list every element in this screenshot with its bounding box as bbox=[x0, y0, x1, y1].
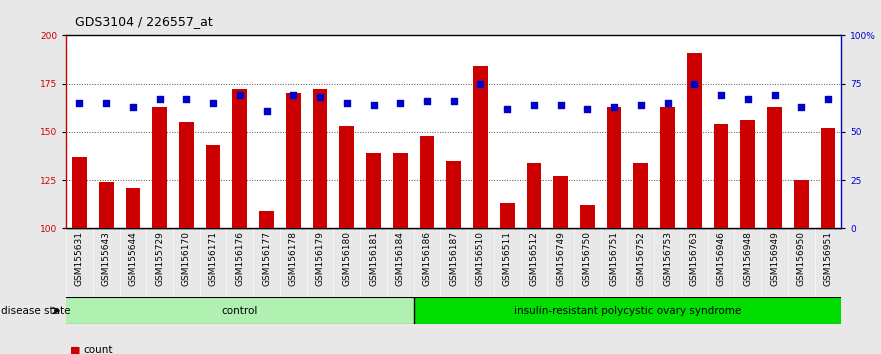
Bar bbox=[126, 188, 140, 228]
Bar bbox=[66, 297, 413, 324]
Text: GSM156763: GSM156763 bbox=[690, 231, 699, 286]
Point bbox=[607, 104, 621, 110]
Point bbox=[473, 81, 487, 86]
Bar bbox=[206, 145, 220, 228]
Point bbox=[366, 102, 381, 108]
Bar bbox=[527, 163, 541, 228]
Text: GSM156187: GSM156187 bbox=[449, 231, 458, 286]
Bar bbox=[767, 107, 781, 228]
Bar bbox=[313, 90, 328, 228]
Text: GSM156948: GSM156948 bbox=[744, 231, 752, 286]
Bar bbox=[633, 163, 648, 228]
Bar bbox=[233, 90, 248, 228]
Point bbox=[821, 96, 835, 102]
Point bbox=[420, 98, 434, 104]
Point bbox=[393, 100, 407, 106]
Text: GSM155643: GSM155643 bbox=[101, 231, 111, 286]
Bar bbox=[179, 122, 194, 228]
Bar bbox=[740, 120, 755, 228]
Text: control: control bbox=[222, 306, 258, 316]
Point bbox=[581, 106, 595, 112]
Bar bbox=[99, 182, 114, 228]
Text: GSM156180: GSM156180 bbox=[343, 231, 352, 286]
Text: GSM155729: GSM155729 bbox=[155, 231, 164, 286]
Bar bbox=[366, 153, 381, 228]
Text: GSM156750: GSM156750 bbox=[583, 231, 592, 286]
Text: GSM156511: GSM156511 bbox=[503, 231, 512, 286]
Text: ■: ■ bbox=[70, 346, 81, 354]
Text: GSM156178: GSM156178 bbox=[289, 231, 298, 286]
Point bbox=[72, 100, 86, 106]
Text: GSM156510: GSM156510 bbox=[476, 231, 485, 286]
Bar bbox=[660, 107, 675, 228]
Text: GSM156951: GSM156951 bbox=[824, 231, 833, 286]
Text: GSM156512: GSM156512 bbox=[529, 231, 538, 286]
Point bbox=[313, 94, 327, 100]
Bar bbox=[413, 297, 841, 324]
Text: GSM156184: GSM156184 bbox=[396, 231, 404, 286]
Bar bbox=[714, 124, 729, 228]
Text: GSM156949: GSM156949 bbox=[770, 231, 779, 286]
Point bbox=[180, 96, 194, 102]
Point bbox=[661, 100, 675, 106]
Text: GSM155631: GSM155631 bbox=[75, 231, 84, 286]
Point bbox=[714, 92, 728, 98]
Text: count: count bbox=[84, 346, 113, 354]
Bar bbox=[447, 161, 461, 228]
Text: GSM156170: GSM156170 bbox=[181, 231, 191, 286]
Bar bbox=[553, 176, 568, 228]
Point bbox=[741, 96, 755, 102]
Point bbox=[206, 100, 220, 106]
Text: GSM156186: GSM156186 bbox=[423, 231, 432, 286]
Text: GSM156752: GSM156752 bbox=[636, 231, 646, 286]
Point bbox=[233, 92, 247, 98]
Bar bbox=[500, 203, 515, 228]
Text: GSM156176: GSM156176 bbox=[235, 231, 244, 286]
Text: disease state: disease state bbox=[1, 306, 70, 316]
Text: GSM156946: GSM156946 bbox=[716, 231, 726, 286]
Bar bbox=[580, 205, 595, 228]
Point bbox=[794, 104, 808, 110]
Text: GSM156171: GSM156171 bbox=[209, 231, 218, 286]
Text: GSM156179: GSM156179 bbox=[315, 231, 324, 286]
Point bbox=[126, 104, 140, 110]
Bar bbox=[152, 107, 167, 228]
Point bbox=[500, 106, 515, 112]
Point bbox=[152, 96, 167, 102]
Bar bbox=[820, 128, 835, 228]
Point bbox=[633, 102, 648, 108]
Point bbox=[527, 102, 541, 108]
Point bbox=[687, 81, 701, 86]
Text: GDS3104 / 226557_at: GDS3104 / 226557_at bbox=[75, 15, 212, 28]
Bar bbox=[259, 211, 274, 228]
Bar bbox=[794, 180, 809, 228]
Point bbox=[260, 108, 274, 114]
Text: GSM155644: GSM155644 bbox=[129, 231, 137, 286]
Point bbox=[100, 100, 114, 106]
Bar bbox=[419, 136, 434, 228]
Bar bbox=[687, 53, 701, 228]
Text: GSM156950: GSM156950 bbox=[796, 231, 806, 286]
Bar bbox=[473, 66, 488, 228]
Bar bbox=[607, 107, 621, 228]
Point bbox=[767, 92, 781, 98]
Bar bbox=[286, 93, 300, 228]
Text: GSM156751: GSM156751 bbox=[610, 231, 618, 286]
Bar bbox=[72, 157, 87, 228]
Point bbox=[553, 102, 567, 108]
Text: GSM156177: GSM156177 bbox=[262, 231, 271, 286]
Bar bbox=[339, 126, 354, 228]
Text: GSM156753: GSM156753 bbox=[663, 231, 672, 286]
Bar bbox=[393, 153, 408, 228]
Text: GSM156749: GSM156749 bbox=[556, 231, 565, 286]
Text: GSM156181: GSM156181 bbox=[369, 231, 378, 286]
Point bbox=[340, 100, 354, 106]
Text: insulin-resistant polycystic ovary syndrome: insulin-resistant polycystic ovary syndr… bbox=[514, 306, 741, 316]
Point bbox=[447, 98, 461, 104]
Point bbox=[286, 92, 300, 98]
